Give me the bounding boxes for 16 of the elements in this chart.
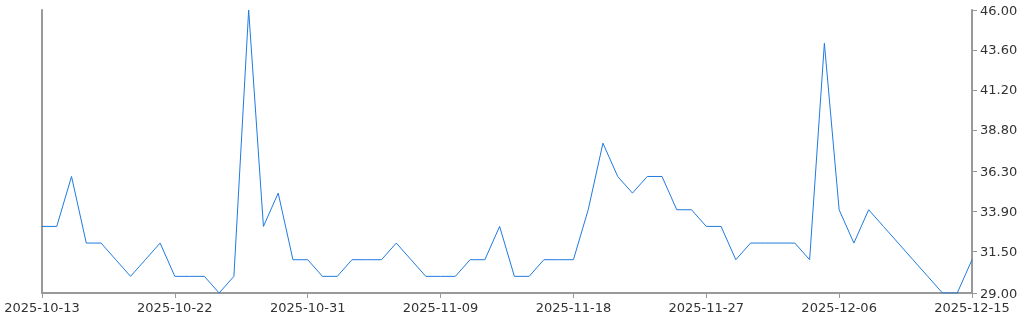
y-tick-label: 38.80	[980, 122, 1018, 138]
x-tick-label: 2025-12-15	[934, 300, 1010, 315]
x-tick-label: 2025-10-22	[137, 300, 213, 315]
y-tick-label: 41.20	[980, 82, 1018, 98]
y-tick-label: 29.00	[980, 285, 1018, 301]
x-tick-label: 2025-11-27	[668, 300, 745, 315]
y-tick-label: 31.50	[980, 243, 1018, 259]
y-tick-label: 36.30	[980, 163, 1018, 179]
x-tick-label: 2025-10-31	[269, 300, 346, 315]
y-tick-label: 46.00	[980, 2, 1018, 18]
y-tick-label: 33.90	[980, 203, 1018, 219]
y-tick-label: 43.60	[980, 42, 1018, 58]
x-tick-label: 2025-11-09	[402, 300, 479, 315]
x-tick-label: 2025-12-06	[801, 300, 877, 315]
x-tick-label: 2025-10-13	[4, 300, 80, 315]
x-tick-label: 2025-11-18	[535, 300, 612, 315]
